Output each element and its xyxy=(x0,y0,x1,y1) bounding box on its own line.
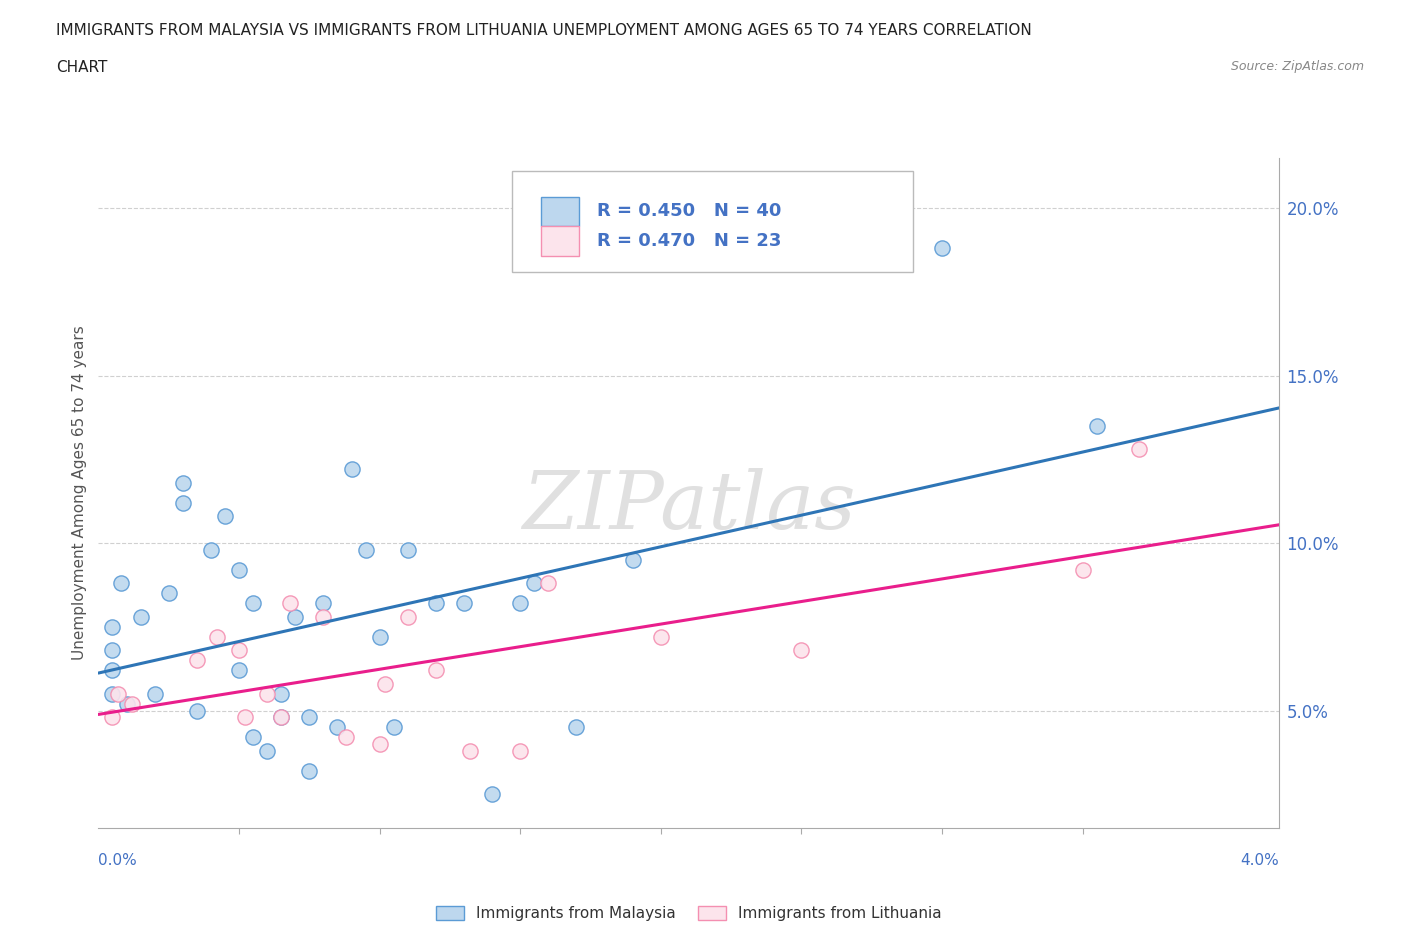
Point xyxy=(425,663,447,678)
Point xyxy=(565,720,588,735)
Point xyxy=(1085,418,1108,433)
Point xyxy=(228,643,250,658)
Point xyxy=(931,241,953,256)
Point xyxy=(214,509,236,524)
Text: 4.0%: 4.0% xyxy=(1240,853,1279,868)
Point xyxy=(621,552,644,567)
Point xyxy=(205,630,228,644)
Point xyxy=(278,596,301,611)
Text: R = 0.470   N = 23: R = 0.470 N = 23 xyxy=(596,232,782,250)
Point xyxy=(270,710,292,724)
Point xyxy=(115,697,138,711)
Point xyxy=(228,663,250,678)
Text: R = 0.450   N = 40: R = 0.450 N = 40 xyxy=(596,202,782,220)
Point xyxy=(121,697,143,711)
Point xyxy=(382,720,405,735)
FancyBboxPatch shape xyxy=(541,226,579,256)
Point xyxy=(157,586,180,601)
Point xyxy=(143,686,166,701)
Point xyxy=(396,542,419,557)
Text: IMMIGRANTS FROM MALAYSIA VS IMMIGRANTS FROM LITHUANIA UNEMPLOYMENT AMONG AGES 65: IMMIGRANTS FROM MALAYSIA VS IMMIGRANTS F… xyxy=(56,23,1032,38)
Point xyxy=(172,475,194,490)
Point xyxy=(481,787,503,802)
Point xyxy=(368,630,391,644)
Point xyxy=(284,609,307,624)
Point xyxy=(453,596,475,611)
Point xyxy=(186,653,208,668)
Point xyxy=(101,619,124,634)
Point xyxy=(368,737,391,751)
Point xyxy=(1128,442,1150,457)
Text: ZIPatlas: ZIPatlas xyxy=(522,468,856,545)
Point xyxy=(129,609,152,624)
Point xyxy=(270,710,292,724)
Point xyxy=(233,710,256,724)
Point xyxy=(425,596,447,611)
Text: Source: ZipAtlas.com: Source: ZipAtlas.com xyxy=(1230,60,1364,73)
Point xyxy=(458,743,481,758)
Point xyxy=(374,676,396,691)
Point xyxy=(200,542,222,557)
FancyBboxPatch shape xyxy=(512,171,914,272)
Point xyxy=(312,596,335,611)
Text: CHART: CHART xyxy=(56,60,108,75)
Point xyxy=(256,743,278,758)
Point xyxy=(312,609,335,624)
Legend: Immigrants from Malaysia, Immigrants from Lithuania: Immigrants from Malaysia, Immigrants fro… xyxy=(430,900,948,927)
Point xyxy=(396,609,419,624)
Point xyxy=(228,563,250,578)
Point xyxy=(298,764,321,778)
Point xyxy=(242,730,264,745)
Point xyxy=(298,710,321,724)
Point xyxy=(354,542,377,557)
FancyBboxPatch shape xyxy=(541,196,579,226)
Text: 0.0%: 0.0% xyxy=(98,853,138,868)
Point xyxy=(509,596,531,611)
Point xyxy=(340,462,363,477)
Point xyxy=(101,686,124,701)
Point xyxy=(509,743,531,758)
Point xyxy=(101,643,124,658)
Point xyxy=(790,643,813,658)
Point xyxy=(101,663,124,678)
Point xyxy=(186,703,208,718)
Point xyxy=(256,686,278,701)
Point xyxy=(537,576,560,591)
Point xyxy=(172,496,194,511)
Point xyxy=(650,630,672,644)
Point xyxy=(110,576,132,591)
Y-axis label: Unemployment Among Ages 65 to 74 years: Unemployment Among Ages 65 to 74 years xyxy=(72,326,87,660)
Point xyxy=(107,686,129,701)
Point xyxy=(326,720,349,735)
Point xyxy=(335,730,357,745)
Point xyxy=(270,686,292,701)
Point xyxy=(1071,563,1094,578)
Point xyxy=(101,710,124,724)
Point xyxy=(242,596,264,611)
Point xyxy=(523,576,546,591)
